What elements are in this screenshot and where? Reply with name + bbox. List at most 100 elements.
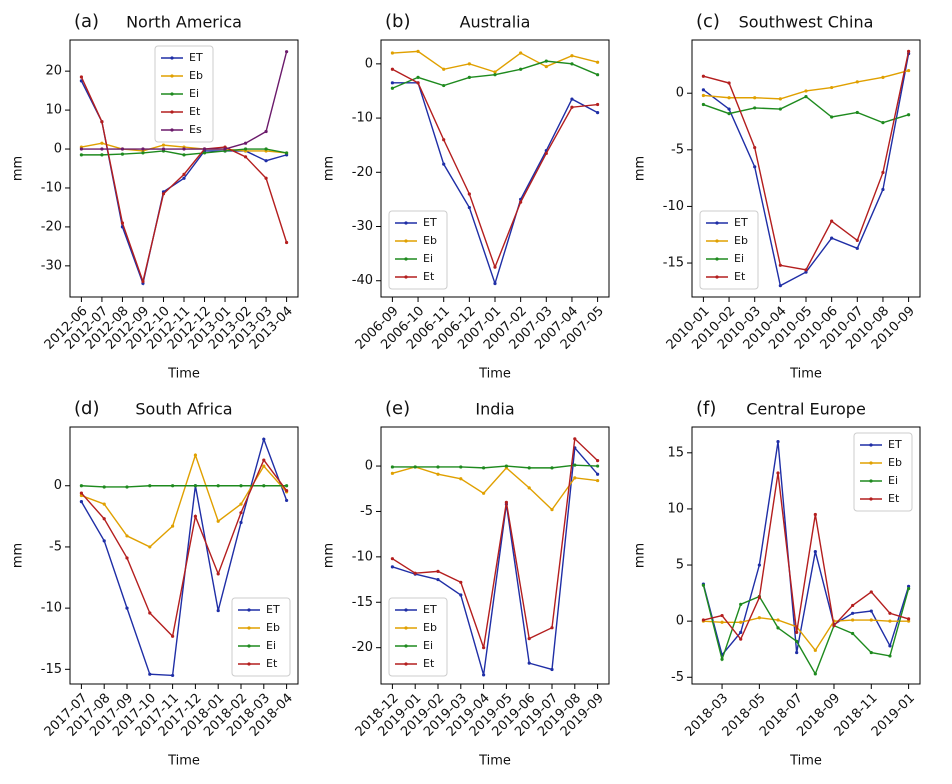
point [100, 141, 104, 145]
point [573, 476, 577, 480]
legend-label: ET [189, 51, 203, 64]
y-tick-label: 0 [676, 614, 684, 629]
point [869, 618, 873, 622]
point [459, 465, 463, 469]
point [390, 86, 394, 90]
point [493, 73, 497, 77]
legend-label: Ei [189, 87, 199, 100]
point [239, 484, 243, 488]
y-axis-label: mm [11, 156, 26, 181]
point [467, 205, 471, 210]
point [202, 147, 207, 151]
series-line [392, 466, 598, 511]
legend-marker [869, 443, 873, 447]
point [739, 620, 743, 624]
point [596, 459, 600, 463]
point [757, 616, 761, 620]
point [100, 120, 104, 124]
point [171, 524, 175, 528]
legend-label: Ei [423, 252, 433, 265]
point [193, 484, 197, 488]
point [243, 141, 248, 145]
point [795, 650, 799, 655]
point [881, 187, 885, 192]
y-tick-label: 10 [667, 501, 684, 516]
point [739, 602, 743, 606]
point [243, 155, 248, 159]
point [701, 93, 706, 98]
point [79, 491, 83, 495]
point [120, 147, 125, 151]
y-tick-label: 0 [54, 142, 62, 157]
point [757, 595, 761, 600]
point [550, 508, 554, 512]
point [193, 453, 197, 457]
point [504, 500, 508, 504]
point [830, 115, 834, 119]
point [830, 236, 834, 240]
point [596, 60, 600, 64]
point [778, 284, 782, 288]
y-tick-label: -5 [360, 504, 373, 519]
point [416, 81, 420, 85]
point [239, 520, 243, 525]
y-axis-label: mm [322, 156, 337, 181]
point [216, 519, 220, 523]
point [907, 617, 911, 621]
point [527, 661, 531, 665]
point [141, 147, 145, 151]
point [285, 484, 289, 488]
point [519, 67, 523, 71]
point [459, 477, 463, 481]
point [436, 472, 440, 476]
point [141, 151, 145, 155]
y-tick-label: -20 [352, 640, 373, 655]
legend-marker [170, 110, 174, 114]
y-tick-label: -10 [41, 601, 62, 616]
point [285, 151, 289, 155]
legend-label: Et [266, 657, 278, 670]
point [544, 64, 548, 69]
point [413, 465, 417, 469]
series-line [703, 95, 909, 124]
legend-marker [715, 275, 719, 279]
point [570, 97, 574, 101]
point [727, 111, 731, 116]
legend-label: Eb [266, 621, 280, 634]
legend-label: Eb [423, 234, 437, 247]
point [596, 111, 600, 115]
axes-frame [691, 426, 921, 685]
point [459, 580, 463, 584]
point [527, 486, 531, 490]
y-tick-label: 5 [676, 558, 684, 573]
legend-marker [404, 275, 408, 279]
y-tick-label: 0 [54, 478, 62, 493]
panel-title: Southwest China [739, 13, 874, 32]
legend-marker [404, 644, 408, 648]
y-tick-label: -10 [352, 111, 373, 126]
point [79, 484, 83, 488]
point [390, 465, 394, 469]
point [493, 265, 497, 269]
point [851, 611, 855, 615]
point [888, 654, 892, 658]
point [100, 147, 104, 151]
legend-marker [715, 257, 719, 261]
point [851, 618, 855, 622]
panel-title: India [475, 400, 514, 419]
legend-box [853, 432, 913, 512]
y-axis-label: mm [322, 543, 337, 568]
point [390, 51, 394, 55]
point [216, 608, 220, 613]
point [202, 151, 207, 155]
point [907, 68, 911, 73]
point [102, 539, 106, 543]
point [701, 102, 706, 107]
y-axis-label: mm [11, 543, 26, 568]
point [285, 489, 289, 493]
point [869, 609, 873, 613]
point [390, 67, 394, 71]
panel-title: Central Europe [746, 400, 866, 419]
point [79, 500, 83, 504]
point [720, 620, 724, 624]
